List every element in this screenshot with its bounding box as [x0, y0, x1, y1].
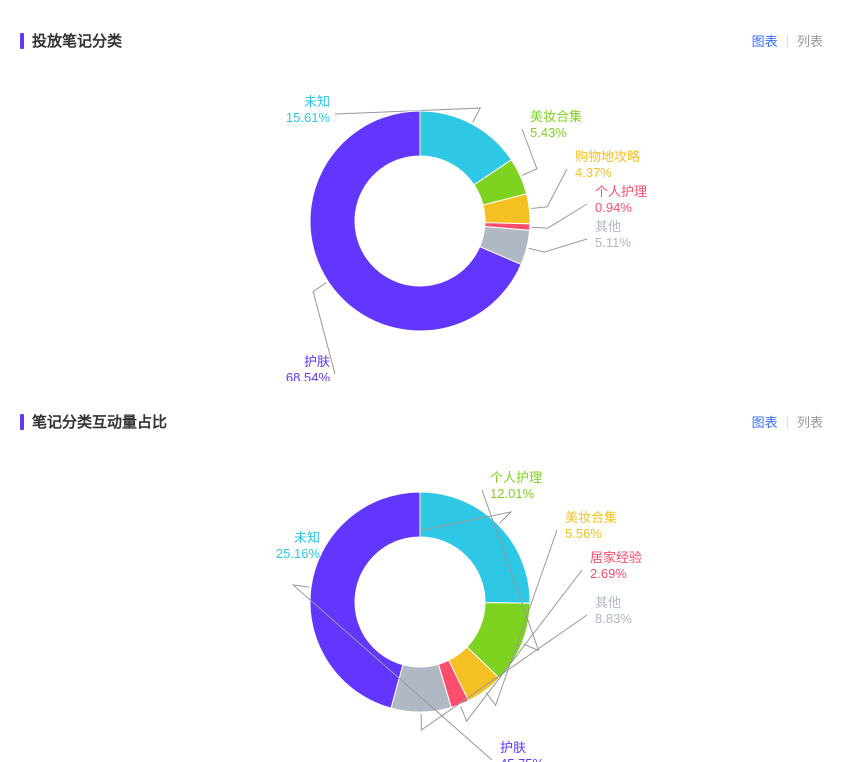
slice-label-name: 未知	[304, 94, 330, 109]
panel: 投放笔记分类 图表 | 列表 未知 15.61% 美妆合集 5.43% 购物地攻…	[0, 0, 843, 381]
slice-label-name: 其他	[595, 595, 621, 610]
chart-area: 未知 15.61% 美妆合集 5.43% 购物地攻略 4.37% 个人护理 0.…	[0, 61, 843, 381]
slice-label-pct: 5.11%	[595, 235, 631, 250]
chart-area: 未知 25.16% 个人护理 12.01% 美妆合集 5.56% 居家经验 2.…	[0, 442, 843, 762]
view-divider: |	[786, 414, 789, 429]
panel-header: 投放笔记分类 图表 | 列表	[0, 0, 843, 61]
view-option-chart[interactable]: 图表	[752, 31, 778, 50]
slice-label-pct: 5.56%	[565, 526, 602, 541]
panel-title-wrap: 笔记分类互动量占比	[20, 411, 167, 432]
slice-label-pct: 0.94%	[595, 200, 632, 215]
donut-chart: 未知 15.61% 美妆合集 5.43% 购物地攻略 4.37% 个人护理 0.…	[0, 61, 843, 381]
panel-title: 投放笔记分类	[32, 30, 122, 51]
donut-slice[interactable]	[420, 492, 530, 603]
panel-title: 笔记分类互动量占比	[32, 411, 167, 432]
panel-title-wrap: 投放笔记分类	[20, 30, 122, 51]
slice-label-name: 个人护理	[490, 470, 542, 485]
view-option-list[interactable]: 列表	[797, 31, 823, 50]
view-option-list[interactable]: 列表	[797, 412, 823, 431]
view-divider: |	[786, 33, 789, 48]
slice-label-name: 未知	[294, 530, 320, 545]
slice-label-pct: 2.69%	[590, 566, 627, 581]
slice-label-pct: 8.83%	[595, 611, 632, 626]
slice-label-name: 购物地攻略	[575, 149, 640, 164]
slice-label-pct: 5.43%	[530, 125, 567, 140]
leader-line	[531, 169, 567, 209]
slice-label-pct: 25.16%	[276, 546, 321, 561]
slice-label-name: 个人护理	[595, 184, 647, 199]
panel-header: 笔记分类互动量占比 图表 | 列表	[0, 381, 843, 442]
panel: 笔记分类互动量占比 图表 | 列表 未知 25.16% 个人护理 12.01% …	[0, 381, 843, 762]
slice-label-pct: 45.75%	[500, 756, 545, 762]
slice-label-pct: 12.01%	[490, 486, 535, 501]
title-accent-bar	[20, 33, 24, 49]
slice-label-name: 美妆合集	[565, 510, 617, 525]
leader-line	[529, 239, 587, 252]
slice-label-name: 护肤	[304, 354, 330, 369]
slice-label-pct: 4.37%	[575, 165, 612, 180]
donut-chart: 未知 25.16% 个人护理 12.01% 美妆合集 5.56% 居家经验 2.…	[0, 442, 843, 762]
slice-label-name: 美妆合集	[530, 109, 582, 124]
slice-label-pct: 68.54%	[286, 370, 331, 381]
slice-label-pct: 15.61%	[286, 110, 331, 125]
view-switch: 图表 | 列表	[752, 412, 823, 431]
slice-label-name: 居家经验	[590, 550, 642, 565]
slice-label-name: 其他	[595, 219, 621, 234]
view-option-chart[interactable]: 图表	[752, 412, 778, 431]
slice-label-name: 护肤	[500, 740, 526, 755]
view-switch: 图表 | 列表	[752, 31, 823, 50]
title-accent-bar	[20, 414, 24, 430]
